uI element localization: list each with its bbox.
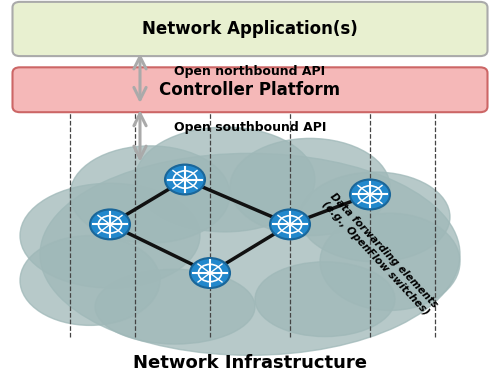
Text: Controller Platform: Controller Platform xyxy=(160,81,340,99)
FancyBboxPatch shape xyxy=(12,67,488,112)
Ellipse shape xyxy=(320,213,460,310)
Text: Network Application(s): Network Application(s) xyxy=(142,20,358,38)
Ellipse shape xyxy=(230,138,390,236)
FancyBboxPatch shape xyxy=(12,2,488,56)
Ellipse shape xyxy=(255,262,395,337)
Ellipse shape xyxy=(70,146,230,243)
Ellipse shape xyxy=(20,236,160,325)
Ellipse shape xyxy=(135,127,315,232)
Ellipse shape xyxy=(20,183,200,288)
Circle shape xyxy=(190,258,230,288)
Text: Open southbound API: Open southbound API xyxy=(174,122,326,134)
Ellipse shape xyxy=(40,153,460,355)
Circle shape xyxy=(270,209,310,239)
Ellipse shape xyxy=(300,172,450,262)
Text: Open northbound API: Open northbound API xyxy=(174,65,326,78)
Circle shape xyxy=(165,165,205,194)
Ellipse shape xyxy=(95,269,255,344)
Text: Network Infrastructure: Network Infrastructure xyxy=(133,354,367,372)
Circle shape xyxy=(350,180,390,209)
Text: Data forwarding elements
(e.g., OpenFlow switches): Data forwarding elements (e.g., OpenFlow… xyxy=(320,191,440,318)
Circle shape xyxy=(90,209,130,239)
